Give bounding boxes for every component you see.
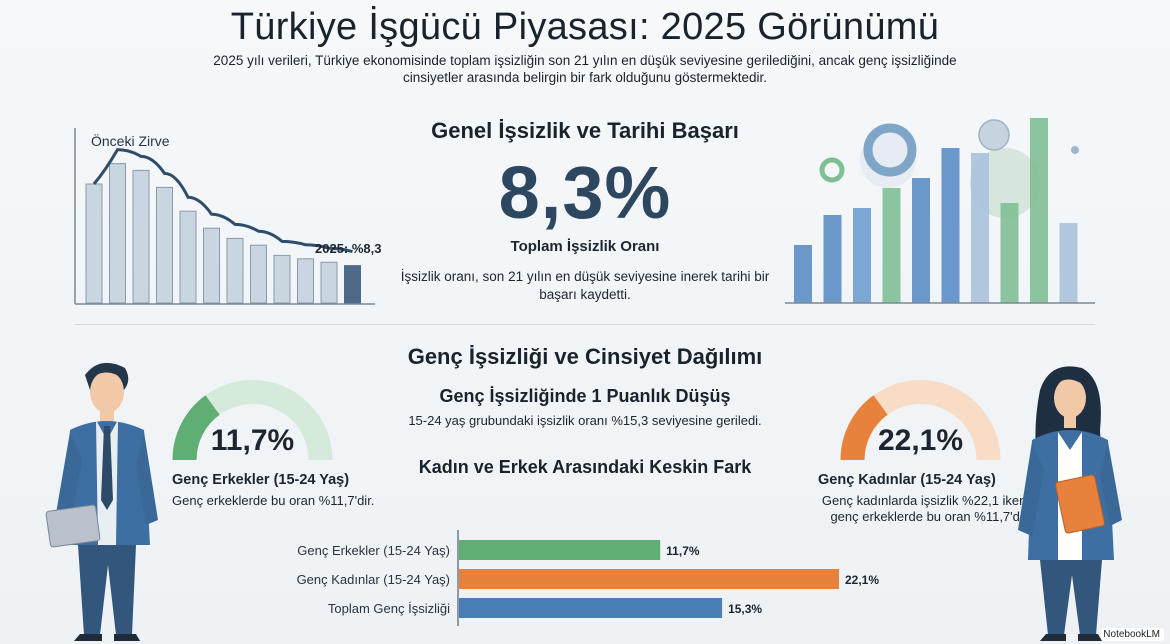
folder-icon xyxy=(1055,474,1105,534)
trend-curve xyxy=(92,148,353,254)
man-illustration xyxy=(45,362,158,641)
category-label: Genç Kadınlar (15-24 Yaş) xyxy=(297,572,450,587)
gender-gap-bar xyxy=(459,569,839,589)
female-gauge-label: Genç Kadınlar (15-24 Yaş) xyxy=(818,472,996,488)
historic-bar xyxy=(109,163,126,304)
section-divider xyxy=(75,324,1095,325)
section1-title: Genel İşsizlik ve Tarihi Başarı xyxy=(431,118,739,143)
annotation-2025: 2025: %8,3 xyxy=(315,241,382,256)
bar-value-label: 15,3% xyxy=(728,602,762,616)
total-unemployment-description: İşsizlik oranı, son 21 yılın en düşük se… xyxy=(400,269,770,302)
decorative-bar xyxy=(1000,203,1019,303)
historic-bar xyxy=(85,183,103,304)
page-title: Türkiye İşgücü Piyasası: 2025 Görünümü xyxy=(230,6,940,48)
gender-gap-bar xyxy=(459,598,723,618)
bar-value-label: 22,1% xyxy=(845,573,879,587)
gender-gap-bar xyxy=(459,540,661,560)
gender-gap-title: Kadın ve Erkek Arasındaki Keskin Fark xyxy=(418,457,752,477)
decorative-growth-illustration xyxy=(785,118,1095,304)
category-label: Genç Erkekler (15-24 Yaş) xyxy=(297,543,450,558)
historic-bar xyxy=(156,186,173,304)
historic-bar xyxy=(132,169,150,304)
gauge-fill xyxy=(172,395,220,461)
gauge-fill xyxy=(840,395,888,461)
total-unemployment-label: Toplam İşsizlik Oranı xyxy=(510,238,660,255)
youth-drop-description: 15-24 yaş grubundaki işsizlik oranı %15,… xyxy=(408,413,762,428)
decorative-bar xyxy=(912,178,930,303)
laptop-icon xyxy=(45,504,101,548)
historic-bar xyxy=(226,237,244,304)
page-subtitle: 2025 yılı verileri, Türkiye ekonomisinde… xyxy=(213,53,957,85)
decorative-bar xyxy=(971,153,989,303)
ring-icon xyxy=(863,123,917,177)
section2-title: Genç İşsizliği ve Cinsiyet Dağılımı xyxy=(407,344,763,369)
decorative-bar xyxy=(1059,223,1078,303)
annotation-previous-peak: Önceki Zirve xyxy=(91,132,170,149)
male-gauge-value: 11,7% xyxy=(210,424,295,457)
historic-bar xyxy=(203,227,220,304)
notebooklm-badge: NotebookLM xyxy=(1101,628,1164,641)
decorative-bar xyxy=(823,215,842,303)
historic-unemployment-chart: Önceki Zirve 2025: %8,3 xyxy=(74,128,382,305)
male-gauge-description: Genç erkeklerde bu oran %11,7'dir. xyxy=(172,493,375,508)
female-gauge-value: 22,1% xyxy=(877,424,964,457)
female-gauge-description: Genç kadınlarda işsizlik %22,1 iken, gen… xyxy=(770,493,1030,525)
decorative-bar xyxy=(794,245,812,303)
decorative-bar xyxy=(941,148,960,303)
total-unemployment-value: 8,3% xyxy=(498,151,672,234)
gender-gap-chart: Genç Erkekler (15-24 Yaş) 11,7% Genç Kadın… xyxy=(297,530,879,626)
bar-value-label: 11,7% xyxy=(666,544,700,558)
historic-bar xyxy=(273,254,291,304)
historic-bar xyxy=(320,261,338,304)
decorative-bar xyxy=(1030,118,1048,303)
female-gauge xyxy=(840,380,1001,461)
historic-bar xyxy=(250,244,267,304)
decorative-bar xyxy=(853,208,871,303)
category-label: Toplam Genç İşsizliği xyxy=(328,601,450,616)
historic-bar xyxy=(179,210,197,304)
male-gauge-label: Genç Erkekler (15-24 Yaş) xyxy=(172,472,350,488)
decorative-bar xyxy=(882,188,901,303)
female-gauge-description-line-2: genç erkeklerde bu oran %11,7'dir. xyxy=(830,509,1030,524)
youth-drop-title: Genç İşsizliğinde 1 Puanlık Düşüş xyxy=(439,386,731,406)
female-gauge-description-line-1: Genç kadınlarda işsizlik %22,1 iken, xyxy=(821,493,1030,508)
male-gauge xyxy=(172,380,333,461)
bar-2025 xyxy=(344,265,361,304)
woman-illustration xyxy=(1018,366,1122,641)
historic-bar xyxy=(297,258,314,304)
